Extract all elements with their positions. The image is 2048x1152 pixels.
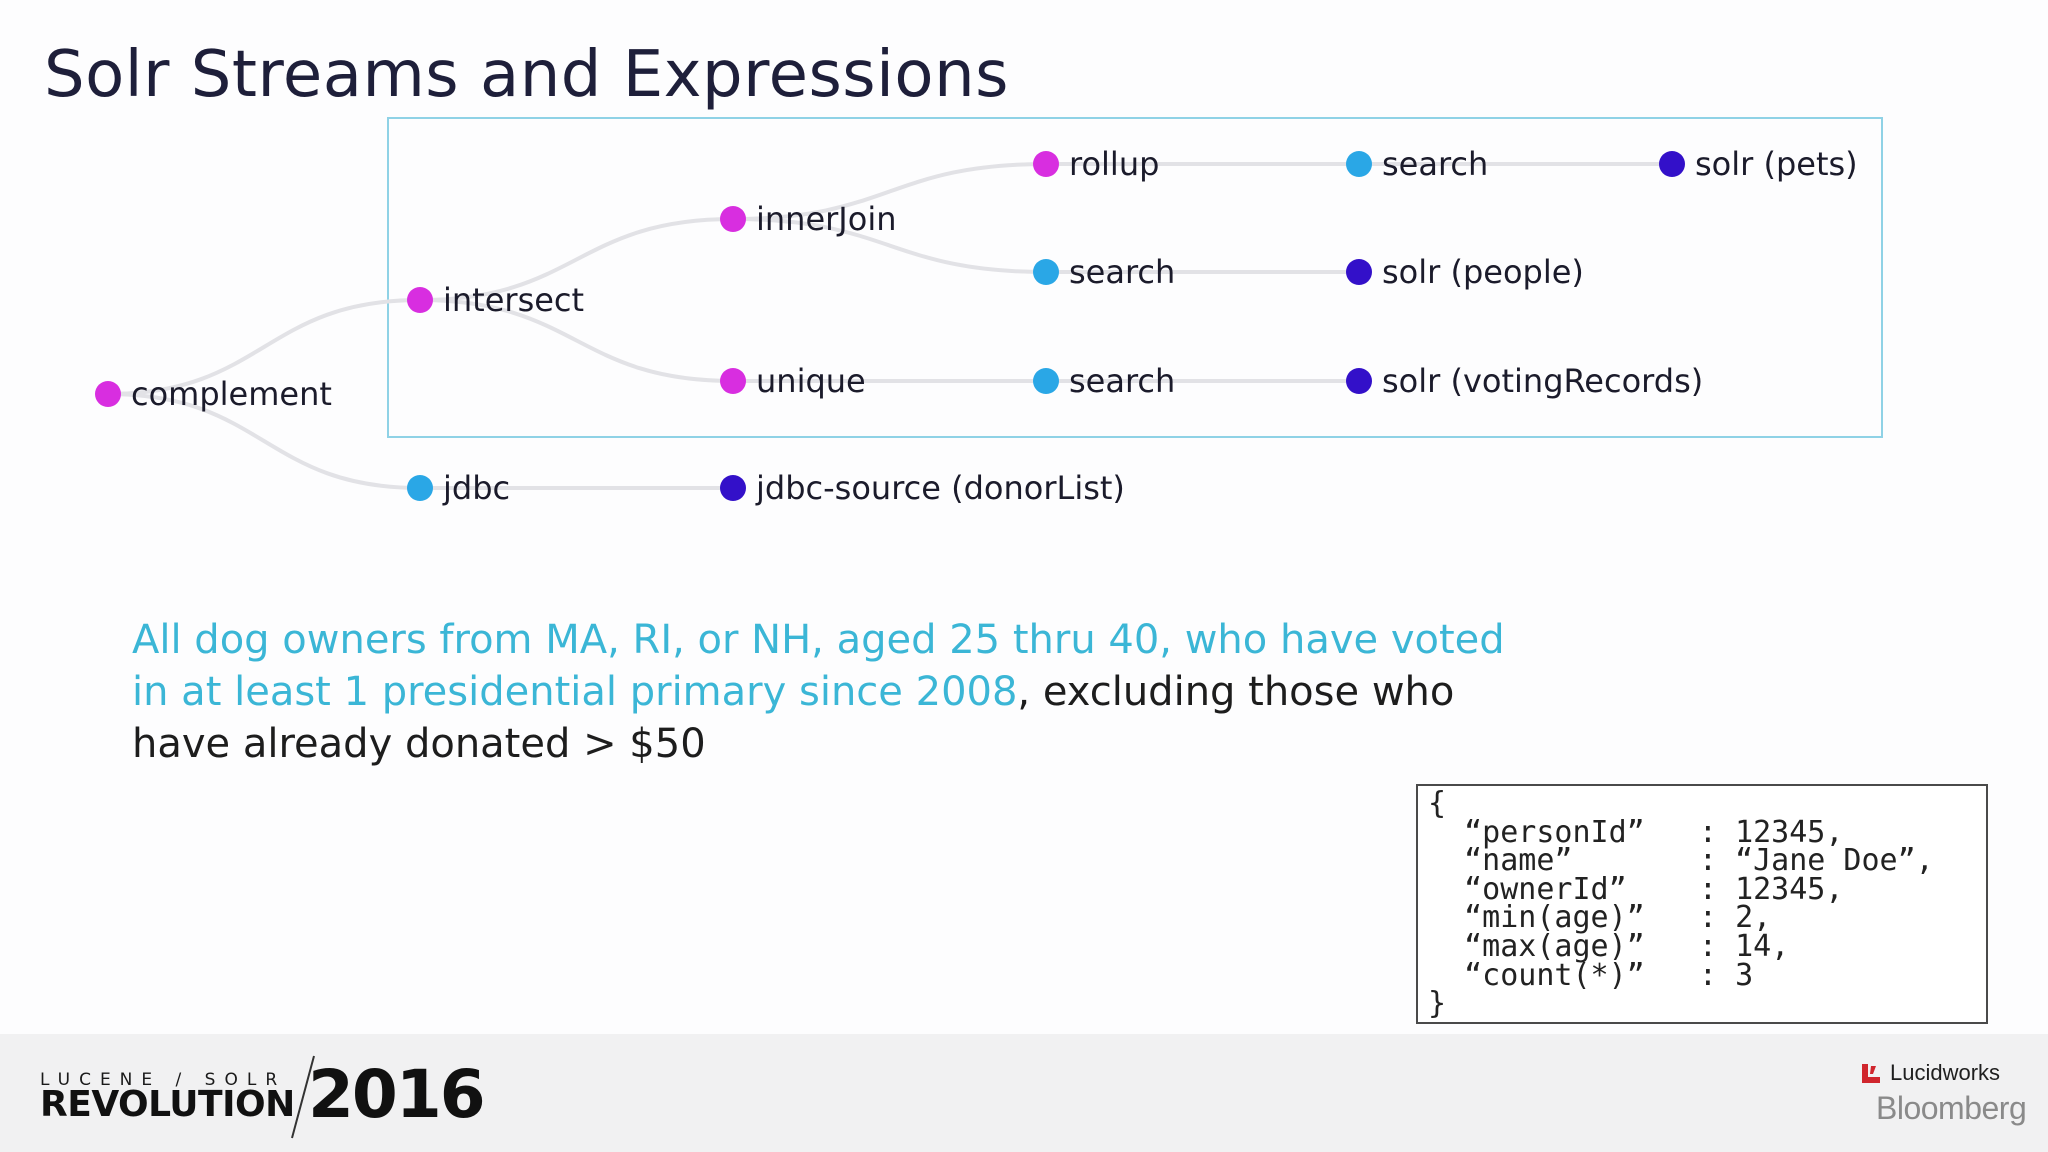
- query-description: All dog owners from MA, RI, or NH, aged …: [132, 614, 1532, 770]
- tree-node-dot: [720, 475, 746, 501]
- tree-node-label: rollup: [1069, 145, 1159, 183]
- tree-node-innerJoin: innerJoin: [720, 200, 896, 238]
- code-row: “name” : “Jane Doe”,: [1428, 846, 1934, 876]
- tree-node-label: search: [1382, 145, 1488, 183]
- lucidworks-icon: [1862, 1064, 1880, 1083]
- code-separator: :: [1680, 871, 1736, 907]
- tree-node-label: innerJoin: [756, 200, 896, 238]
- tree-node-search-people: search: [1033, 253, 1175, 291]
- tree-node-dot: [1033, 151, 1059, 177]
- tree-node-solr-voting: solr (votingRecords): [1346, 362, 1703, 400]
- tree-node-intersect: intersect: [407, 281, 584, 319]
- tree-node-search-pets: search: [1346, 145, 1488, 183]
- tree-node-label: solr (pets): [1695, 145, 1858, 183]
- code-key: “name”: [1428, 843, 1681, 879]
- code-key: “count(*)”: [1428, 957, 1681, 993]
- tree-edges: [107, 161, 1672, 491]
- logo-slash-icon: [291, 1055, 315, 1139]
- code-separator: :: [1680, 928, 1736, 964]
- tree-edge-complement-jdbc: [107, 392, 421, 490]
- tree-edge-intersect-unique: [419, 298, 734, 383]
- tree-node-label: complement: [131, 375, 332, 413]
- code-row: “min(age)” : 2,: [1428, 903, 1934, 933]
- tree-edge-innerJoin-search-people: [732, 217, 1047, 274]
- result-tuple-code-box: { “personId” : 12345, “name” : “Jane Doe…: [1416, 784, 1988, 1024]
- stream-expression-tree: complement intersect jdbc innerJoin unique jd…: [95, 117, 1883, 507]
- tree-node-dot: [1346, 151, 1372, 177]
- code-separator: :: [1680, 957, 1736, 993]
- tree-node-rollup: rollup: [1033, 145, 1159, 183]
- code-row: “ownerId” : 12345,: [1428, 874, 1934, 905]
- code-row: “max(age)” : 14,: [1428, 931, 1934, 962]
- code-value: 14,: [1735, 928, 1790, 964]
- tree-node-dot: [1659, 151, 1685, 177]
- tree-node-solr-people: solr (people): [1346, 253, 1584, 291]
- conference-year: 2016: [308, 1056, 486, 1133]
- tree-node-jdbc-source: jdbc-source (donorList): [720, 469, 1125, 507]
- code-key: “max(age)”: [1428, 928, 1681, 964]
- code-key: “min(age)”: [1428, 900, 1681, 936]
- tree-node-dot: [720, 206, 746, 232]
- tree-node-search-voting: search: [1033, 362, 1175, 400]
- tree-node-label: jdbc-source (donorList): [755, 469, 1125, 507]
- code-rows: “personId” : 12345, “name” : “Jane Doe”,…: [1428, 817, 1934, 991]
- code-separator: :: [1680, 843, 1736, 879]
- tree-node-dot: [720, 368, 746, 394]
- conference-name-bottom: REVOLUTION: [40, 1084, 295, 1125]
- code-row: “count(*)” : 3: [1428, 960, 1934, 991]
- code-separator: :: [1680, 900, 1736, 936]
- code-value: 3: [1735, 957, 1754, 993]
- tree-node-label: jdbc: [442, 469, 510, 507]
- tree-node-dot: [407, 287, 433, 313]
- lucidworks-logo: Lucidworks: [1860, 1060, 2000, 1086]
- intersect-subtree-box: [387, 117, 1883, 438]
- tree-node-dot: [1033, 368, 1059, 394]
- code-key: “ownerId”: [1428, 871, 1681, 907]
- code-open-brace: {: [1428, 786, 1447, 821]
- code-close-brace: }: [1428, 986, 1447, 1022]
- result-tuple-code: { “personId” : 12345, “name” : “Jane Doe…: [1428, 786, 1934, 1022]
- tree-edge-intersect-innerJoin: [419, 217, 734, 302]
- code-row: “personId” : 12345,: [1428, 817, 1934, 848]
- tree-node-dot: [1033, 259, 1059, 285]
- tree-edge-innerJoin-rollup: [732, 162, 1047, 221]
- code-key: “personId”: [1428, 814, 1681, 850]
- tree-node-complement: complement: [95, 375, 332, 413]
- tree-nodes: complement intersect jdbc innerJoin unique jd…: [95, 145, 1858, 507]
- query-description-highlight: All dog owners from MA, RI, or NH, aged …: [132, 617, 1505, 715]
- tree-node-jdbc: jdbc: [407, 469, 510, 507]
- tree-node-label: intersect: [443, 281, 584, 319]
- lucidworks-label: Lucidworks: [1890, 1060, 2001, 1085]
- tree-node-dot: [1346, 368, 1372, 394]
- tree-node-label: solr (people): [1382, 253, 1584, 291]
- tree-node-solr-pets: solr (pets): [1659, 145, 1858, 183]
- tree-node-label: search: [1069, 253, 1175, 291]
- tree-node-dot: [1346, 259, 1372, 285]
- code-value: 2,: [1735, 900, 1772, 936]
- tree-node-unique: unique: [720, 362, 866, 400]
- code-value: “Jane Doe”,: [1735, 843, 1934, 879]
- footer-bar: LUCENE / SOLR REVOLUTION 2016 Lucidworks…: [0, 1034, 2048, 1152]
- bloomberg-logo: Bloomberg: [1876, 1090, 2027, 1126]
- tree-node-dot: [95, 381, 121, 407]
- tree-node-label: solr (votingRecords): [1382, 362, 1703, 400]
- slide-title: Solr Streams and Expressions: [44, 38, 1009, 112]
- tree-node-label: unique: [756, 362, 866, 400]
- tree-node-dot: [407, 475, 433, 501]
- tree-node-label: search: [1069, 362, 1175, 400]
- code-value: 12345,: [1735, 814, 1844, 850]
- tree-edge-complement-intersect: [107, 298, 421, 396]
- code-separator: :: [1680, 814, 1736, 850]
- conference-name-top: LUCENE / SOLR: [40, 1070, 287, 1090]
- query-description-rest: , excluding those who have already donat…: [132, 669, 1455, 767]
- code-value: 12345,: [1735, 871, 1844, 907]
